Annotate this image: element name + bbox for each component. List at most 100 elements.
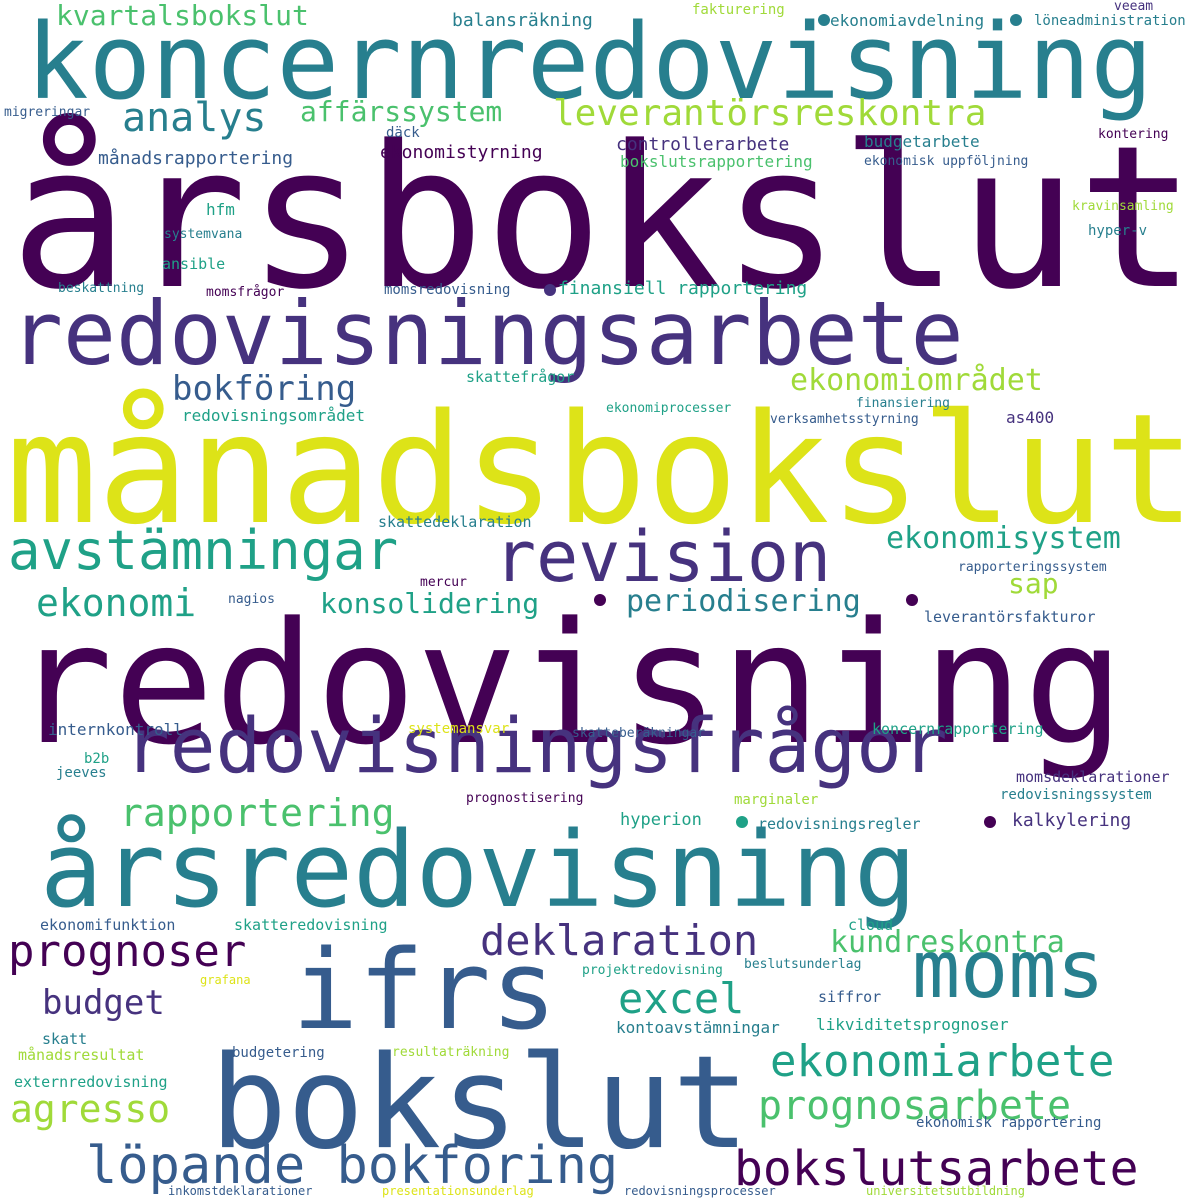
word: leverantörsfakturor [924, 608, 1096, 626]
word: ekonomiområdet [790, 363, 1043, 398]
word: kontering [1098, 127, 1169, 142]
word: veeam [1114, 0, 1154, 14]
word: universitetsutbildning [866, 1184, 1025, 1198]
word: budgetering [232, 1045, 325, 1061]
word: månadsresultat [18, 1046, 145, 1064]
word: prognoser [8, 926, 247, 977]
word: årsredovisning [40, 809, 917, 931]
word: löneadministration [1034, 13, 1186, 29]
word: ekonomiavdelning [830, 11, 985, 30]
word: redovisningsfrågor [124, 701, 948, 790]
word: ekonomiprocesser [606, 401, 732, 416]
word: bokslutsarbete [734, 1141, 1139, 1197]
word: redovisningsarbete [10, 282, 964, 385]
word: prognostisering [466, 791, 584, 806]
dot-marker [594, 594, 606, 606]
word: årsbokslut [10, 104, 1197, 333]
word: redovisningsprocesser [624, 1184, 776, 1198]
word: controllerarbete [616, 134, 790, 155]
word: b2b [84, 751, 110, 767]
word: projektredovisning [582, 963, 723, 978]
word: balansräkning [452, 10, 593, 31]
word: bokslut [210, 1029, 750, 1178]
word: kravinsamling [1072, 199, 1174, 214]
word: skattefrågor [466, 368, 575, 386]
word: skatteberäkningar [572, 726, 706, 741]
word: ekonomi [36, 581, 197, 625]
word: verksamhetsstyrning [770, 412, 919, 427]
word: hyperion [620, 810, 702, 830]
word: prognosarbete [758, 1083, 1072, 1129]
word: hfm [206, 200, 235, 219]
word: moms [912, 923, 1105, 1016]
dot-marker [984, 816, 996, 828]
dot-marker [736, 816, 748, 828]
word: månadsrapportering [98, 148, 294, 169]
word: analys [122, 95, 267, 141]
word: revision [494, 516, 832, 598]
word: marginaler [734, 792, 819, 808]
word: budget [42, 983, 165, 1023]
word: internkontroll [48, 720, 183, 739]
dot-marker [1010, 14, 1022, 26]
word: hyper-v [1088, 223, 1148, 239]
word: ansible [162, 255, 226, 273]
word: cloud [848, 916, 894, 934]
word: skattedeklaration [378, 513, 532, 531]
word: nagios [228, 592, 275, 607]
word: ekonomifunktion [40, 916, 176, 934]
word: budgetarbete [864, 132, 980, 151]
word: beskattning [58, 281, 145, 296]
word: beslutsunderlag [744, 957, 862, 972]
word: rapporteringssystem [958, 560, 1107, 575]
word: finansiell rapportering [558, 278, 808, 299]
word: löpande bokföring [86, 1136, 619, 1196]
word: avstämningar [8, 519, 399, 582]
word: siffror [818, 988, 882, 1006]
word: mercur [420, 575, 467, 590]
word: agresso [10, 1087, 171, 1131]
word: ekonomisystem [886, 521, 1121, 556]
word: as400 [1006, 408, 1055, 427]
word: finansiering [856, 396, 950, 411]
word: kundreskontra [830, 925, 1065, 960]
word: systemansvar [408, 721, 510, 737]
word: momsfrågor [206, 285, 285, 300]
word: momsredovisning [384, 282, 511, 298]
word: likviditetsprognoser [816, 1015, 1009, 1034]
word: kontoavstämningar [616, 1018, 780, 1037]
word: jeeves [56, 765, 107, 781]
word: bokslutsrapportering [620, 152, 813, 171]
dot-marker [544, 284, 556, 296]
word: inkomstdeklarationer [168, 1184, 313, 1198]
word: skatt [42, 1030, 88, 1048]
word: ifrs [292, 926, 557, 1054]
word: ekonomistyrning [380, 142, 543, 163]
word: redovisningsregler [758, 815, 921, 833]
word: skatteredovisning [234, 916, 388, 934]
word: externredovisning [14, 1073, 168, 1091]
dot-marker [818, 14, 830, 26]
word: presentationsunderlag [382, 1184, 534, 1198]
word: ekonomiarbete [770, 1036, 1115, 1087]
word: leverantörsreskontra [553, 93, 987, 134]
word: bokföring [172, 369, 357, 409]
word: koncernredovisning [26, 1, 1154, 123]
word: sap [1008, 567, 1059, 600]
word: redovisningsområdet [182, 406, 366, 425]
word: redovisningssystem [1000, 787, 1152, 803]
word: kalkylering [1012, 810, 1132, 831]
word: redovisning [12, 586, 1125, 782]
word: periodisering [626, 584, 861, 619]
word: migreringar [4, 105, 91, 120]
word: månadsbokslut [6, 381, 1196, 558]
word: deklaration [480, 916, 759, 965]
word: kvartalsbokslut [56, 0, 309, 32]
word: excel [618, 974, 745, 1023]
word: resultaträkning [392, 1045, 510, 1060]
word: konsolidering [320, 587, 540, 620]
word: momsdeklarationer [1016, 768, 1170, 786]
word: grafana [200, 973, 251, 987]
dot-marker [906, 594, 918, 606]
